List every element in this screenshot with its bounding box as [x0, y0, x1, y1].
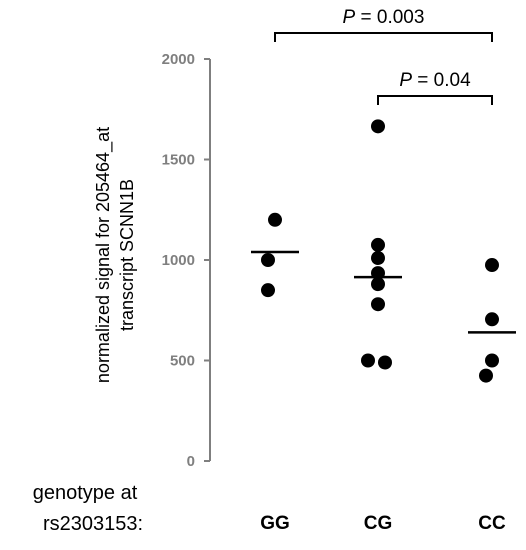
data-point-cg-2 — [371, 237, 385, 252]
data-point-cg-5 — [371, 277, 385, 292]
mean-lines — [251, 250, 516, 334]
y-tick-label-500: 500 — [170, 353, 195, 370]
y-tick-label-2000: 2000 — [162, 51, 195, 68]
data-point-cg-1 — [371, 119, 385, 134]
data-point-cc-1 — [485, 258, 499, 273]
x-axis-title-line-1: genotype at — [33, 482, 138, 504]
y-axis-title-line-2: transcript SCNN1B — [117, 179, 137, 331]
data-point-gg-1 — [268, 212, 282, 227]
p-value-label-cg-cc: P = 0.04 — [399, 70, 471, 91]
y-tick-label-0: 0 — [187, 453, 195, 470]
p-value-label-gg-cc: P = 0.003 — [343, 7, 425, 28]
category-labels: GG CG CC — [260, 513, 506, 534]
data-point-cg-7 — [361, 353, 375, 368]
category-label-cc: CC — [478, 513, 506, 534]
data-point-cg-3 — [371, 250, 385, 265]
data-point-gg-2 — [261, 253, 275, 267]
data-point-cc-4 — [479, 368, 493, 383]
y-tick-label-1000: 1000 — [162, 252, 195, 269]
data-point-cg-6 — [371, 297, 385, 312]
bracket-gg-cc — [274, 32, 493, 42]
significance-brackets: P = 0.003 P = 0.04 — [274, 7, 493, 105]
category-label-cg: CG — [364, 513, 393, 534]
y-axis-title-line-1: normalized signal for 205464_at — [93, 127, 114, 383]
data-point-gg-3 — [261, 283, 275, 298]
x-axis-title-line-2: rs2303153: — [43, 513, 143, 535]
y-tick-label-1500: 1500 — [162, 152, 195, 169]
data-point-cc-2 — [485, 312, 499, 327]
y-axis-title: normalized signal for 205464_at transcri… — [93, 127, 137, 383]
y-ticks: 0 500 1000 1500 2000 — [162, 51, 210, 470]
data-point-cg-8 — [378, 355, 392, 370]
bracket-cg-cc — [377, 95, 493, 105]
data-point-cc-3 — [485, 353, 499, 368]
category-label-gg: GG — [260, 513, 290, 534]
